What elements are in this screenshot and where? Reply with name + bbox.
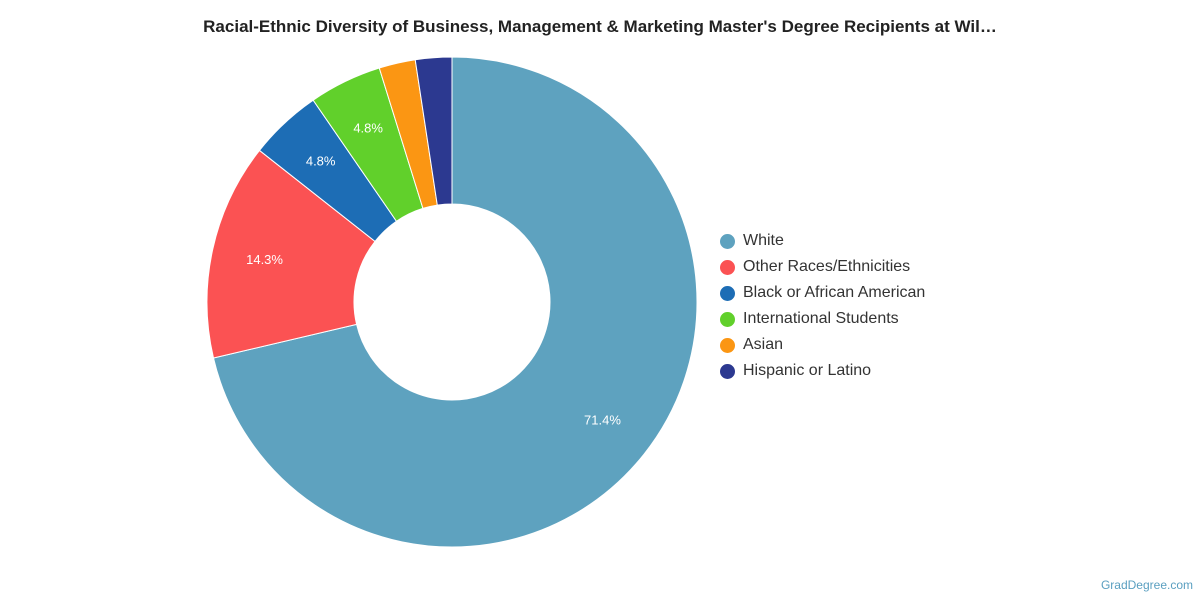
legend-item-other-races-ethnicities[interactable]: Other Races/Ethnicities (720, 254, 925, 280)
legend-marker (720, 259, 735, 275)
slice-white[interactable] (212, 56, 698, 548)
data-label-other-races-ethnicities: 14.3% (246, 252, 283, 267)
legend-marker (720, 337, 735, 353)
legend: White Other Races/Ethnicities Black or Afr… (720, 228, 925, 384)
legend-item-white[interactable]: White (720, 228, 925, 254)
legend-label: Other Races/Ethnicities (743, 258, 911, 275)
legend-label: Hispanic or Latino (743, 362, 872, 379)
legend-marker (720, 311, 735, 327)
legend-item-hispanic-or-latino[interactable]: Hispanic or Latino (720, 358, 925, 384)
legend-label: International Students (743, 310, 899, 327)
legend-marker (720, 285, 735, 301)
slice-other-races-ethnicities[interactable] (206, 149, 376, 359)
legend-item-black-or-african-american[interactable]: Black or African American (720, 280, 925, 306)
legend-item-asian[interactable]: Asian (720, 332, 925, 358)
legend-label: White (743, 232, 784, 249)
data-label-white: 71.4% (584, 413, 621, 428)
data-label-black-or-african-american: 4.8% (306, 153, 336, 168)
legend-marker (720, 233, 735, 249)
source-credit[interactable]: GradDegree.com (1100, 578, 1193, 592)
chart-title: Racial-Ethnic Diversity of Business, Man… (203, 17, 997, 36)
legend-marker (720, 363, 735, 379)
labels-group: 71.4% 14.3% 4.8% 4.8% (246, 121, 621, 428)
slices-group (206, 56, 698, 548)
data-label-international-students: 4.8% (353, 121, 383, 136)
legend-label: Asian (743, 336, 784, 353)
legend-label: Black or African American (743, 284, 926, 301)
legend-item-international-students[interactable]: International Students (720, 306, 925, 332)
slice-hispanic-or-latino[interactable] (414, 56, 453, 206)
